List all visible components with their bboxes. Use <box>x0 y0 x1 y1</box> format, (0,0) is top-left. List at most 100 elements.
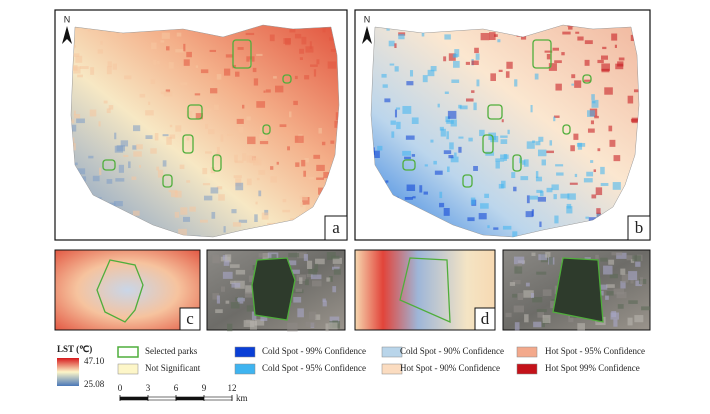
texture-patch <box>169 134 176 139</box>
texture-patch <box>567 193 576 200</box>
texture-patch <box>494 34 498 37</box>
texture-patch <box>133 125 141 132</box>
texture-patch <box>203 195 213 201</box>
scale-unit: km <box>236 393 248 403</box>
imagery-patch <box>635 280 642 287</box>
texture-patch <box>156 166 160 171</box>
texture-patch <box>479 129 485 137</box>
texture-patch <box>443 56 447 62</box>
imagery-patch <box>595 254 599 259</box>
texture-patch <box>132 145 137 150</box>
texture-patch <box>73 110 76 115</box>
texture-patch <box>454 152 457 157</box>
texture-patch <box>552 47 560 51</box>
texture-patch <box>458 146 462 153</box>
texture-patch <box>394 66 399 72</box>
imagery-patch <box>311 280 322 287</box>
texture-patch <box>288 111 292 118</box>
texture-patch <box>330 49 338 52</box>
texture-patch <box>597 59 604 64</box>
texture-patch <box>601 68 610 73</box>
texture-patch <box>175 125 182 132</box>
legend-item: Hot Spot 99% Confidence <box>516 363 640 375</box>
texture-patch <box>88 155 94 159</box>
texture-patch <box>168 62 174 69</box>
texture-patch <box>304 157 309 163</box>
imagery-patch <box>215 309 223 314</box>
texture-patch <box>587 128 595 133</box>
texture-patch <box>535 176 543 182</box>
texture-patch <box>182 216 191 222</box>
texture-patch <box>310 64 318 67</box>
texture-patch <box>530 104 533 113</box>
texture-patch <box>594 115 599 119</box>
legend-item: Cold Spot - 90% Confidence <box>381 346 504 358</box>
imagery-patch <box>537 311 544 318</box>
texture-patch <box>72 137 75 146</box>
imagery-patch <box>628 271 638 281</box>
legend-swatch <box>516 363 538 375</box>
imagery-patch <box>609 273 618 279</box>
texture-patch <box>232 64 237 69</box>
imagery-patch <box>620 268 626 275</box>
texture-patch <box>590 160 594 163</box>
texture-patch <box>166 136 172 145</box>
texture-patch <box>480 203 489 209</box>
label-box <box>324 215 348 241</box>
texture-patch <box>110 32 117 38</box>
texture-patch <box>238 219 248 223</box>
inset: d <box>354 249 496 331</box>
park-outline <box>232 39 252 69</box>
imagery-patch <box>328 276 333 282</box>
texture-patch <box>590 120 595 125</box>
imagery-patch <box>246 305 256 312</box>
texture-patch <box>532 140 536 143</box>
imagery-patch <box>287 322 298 332</box>
imagery-patch <box>512 293 518 298</box>
imagery-patch <box>225 254 232 263</box>
texture-patch <box>259 141 269 145</box>
texture-patch <box>73 45 76 48</box>
texture-patch <box>318 127 322 134</box>
imagery-patch <box>295 288 303 292</box>
legend-label: Hot Spot - 95% Confidence <box>545 346 645 356</box>
texture-patch <box>485 151 495 156</box>
imagery-patch <box>296 252 307 259</box>
texture-patch <box>501 119 504 123</box>
park-outline <box>562 124 571 135</box>
park-outline <box>532 39 552 69</box>
imagery-patch <box>249 320 257 330</box>
texture-patch <box>175 49 185 53</box>
texture-patch <box>551 184 559 191</box>
texture-patch <box>153 59 157 65</box>
texture-patch <box>391 131 395 138</box>
imagery-patch <box>293 296 302 303</box>
texture-patch <box>568 26 573 30</box>
texture-patch <box>614 44 617 48</box>
texture-patch <box>525 211 533 218</box>
texture-patch <box>450 119 457 127</box>
imagery-patch <box>599 284 608 290</box>
imagery-patch <box>533 321 542 328</box>
texture-patch <box>439 202 445 208</box>
imagery-patch <box>306 273 313 278</box>
texture-patch <box>71 124 77 132</box>
texture-patch <box>440 128 446 137</box>
panel-label: b <box>635 218 644 237</box>
map-panel: Nb <box>354 9 651 241</box>
legend-swatch <box>516 346 538 358</box>
scale-tick-label: 6 <box>174 383 179 393</box>
texture-patch <box>246 178 252 186</box>
texture-patch <box>148 101 151 105</box>
imagery-patch <box>212 293 220 300</box>
texture-patch <box>608 125 613 132</box>
imagery-patch <box>222 271 233 279</box>
texture-patch <box>301 195 308 201</box>
texture-patch <box>223 226 226 233</box>
texture-patch <box>618 57 625 61</box>
park-outline <box>582 74 592 84</box>
texture-patch <box>574 173 578 178</box>
park-outline <box>262 124 271 135</box>
imagery-patch <box>536 309 547 313</box>
